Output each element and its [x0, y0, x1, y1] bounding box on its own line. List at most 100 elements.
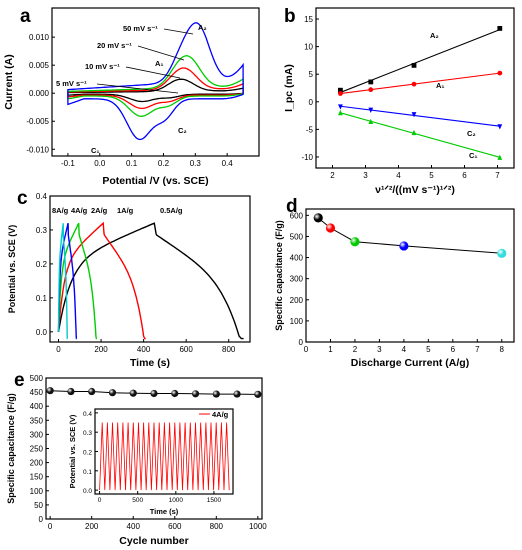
current-density-label: 1A/g	[117, 206, 134, 215]
data-point	[233, 390, 241, 398]
chart-c: c 0 200 400 600 800 0.0 0.1 0.2 0.3 0.4 Time (s) Pot…	[7, 188, 251, 369]
x-tick-label: 800	[210, 522, 224, 531]
x-tick-label: 200	[94, 345, 108, 354]
plot-frame	[315, 7, 515, 169]
y-tick-label: 0.010	[29, 33, 50, 42]
current-density-label: 4A/g	[71, 206, 88, 215]
plot-frame	[49, 195, 251, 343]
x-tick-label: 0.2	[158, 159, 170, 168]
x-tick-label: 5	[426, 345, 431, 354]
current-density-label: 2A/g	[91, 206, 108, 215]
y-tick-label: 400	[30, 402, 44, 411]
x-tick-label: 0.3	[190, 159, 202, 168]
fit-line-2	[340, 105, 500, 127]
y-tick-label: 300	[30, 430, 44, 439]
y-tick-label: 0.1	[36, 294, 48, 303]
x-tick-label: 1000	[249, 522, 267, 531]
x-tick-label: 1000	[169, 497, 184, 504]
series-label: A₂	[430, 31, 439, 40]
data-point	[368, 118, 374, 125]
data-point	[399, 241, 409, 251]
y-tick-label: 0.2	[83, 450, 92, 457]
y-tick-label: 400	[290, 254, 304, 263]
data-point	[129, 389, 137, 397]
plot-frame	[305, 208, 515, 343]
data-point	[338, 87, 343, 93]
x-axis-label: Potential /V (vs. SCE)	[102, 175, 208, 187]
data-point	[313, 213, 323, 223]
x-tick-label: 3	[363, 171, 368, 180]
data-point	[497, 154, 503, 160]
x-tick-label: 4	[396, 171, 401, 180]
y-tick-label: 15	[304, 15, 313, 24]
x-tick-label: 2	[330, 171, 335, 180]
scan-rate-label: 5 mV s⁻¹	[56, 79, 87, 88]
inset-legend-label: 4A/g	[212, 410, 229, 419]
x-tick-label: 6	[462, 171, 467, 180]
plot-frame	[51, 7, 260, 157]
data-point	[411, 112, 417, 118]
chart-e: e 0 200 400 600 800 1000 0 50 100 150 200 250 300 350 4…	[6, 370, 267, 547]
series-label: C₂	[467, 129, 476, 138]
current-density-label: 0.5A/g	[160, 206, 183, 215]
y-axis-label: I_pc (mA)	[283, 64, 295, 112]
x-tick-label: 2	[353, 345, 358, 354]
gcd-curve-4	[57, 223, 68, 340]
y-tick-label: 500	[30, 374, 44, 383]
x-tick-label: 8	[500, 345, 505, 354]
x-axis-label: Cycle number	[119, 535, 188, 547]
fit-line-1	[340, 72, 500, 95]
y-tick-label: 250	[30, 445, 44, 454]
scan-rate-label: 50 mV s⁻¹	[123, 24, 158, 33]
x-tick-label: 400	[137, 345, 151, 354]
series-label: A₁	[436, 81, 445, 90]
x-tick-label: 600	[179, 345, 193, 354]
x-tick-label: 7	[475, 345, 480, 354]
y-tick-label: 0.005	[29, 61, 50, 70]
y-tick-label: 600	[290, 211, 304, 220]
data-point	[325, 223, 336, 233]
y-tick-label: 0	[299, 338, 304, 347]
inset-cycle-curve	[99, 422, 230, 491]
x-tick-label: 0	[304, 345, 309, 354]
data-point	[150, 389, 158, 398]
gcd-curve-0	[57, 222, 244, 340]
y-tick-label: 5	[309, 70, 314, 79]
data-point	[46, 387, 54, 395]
x-axis-label: ν¹ᐟ²/((mV s⁻¹)¹ᐟ²)	[375, 184, 455, 196]
x-tick-label: 0	[48, 522, 53, 531]
x-tick-label: 0.1	[126, 159, 138, 168]
inset-y-axis-label: Potential vs. SCE (V)	[68, 414, 77, 488]
y-axis-label: Potential vs. SCE (V)	[7, 225, 17, 314]
x-tick-label: 400	[127, 522, 141, 531]
y-tick-label: 200	[30, 459, 44, 468]
y-tick-label: 10	[304, 43, 313, 52]
annotation-arrow	[163, 28, 194, 35]
y-tick-label: 450	[30, 388, 44, 397]
y-tick-label: 350	[30, 416, 44, 425]
y-tick-label: 500	[290, 232, 304, 241]
peak-label-C2: C₂	[178, 126, 187, 135]
annotation-arrow	[96, 83, 179, 94]
data-point	[254, 390, 262, 398]
x-tick-label: 1	[328, 345, 333, 354]
y-tick-label: 150	[30, 473, 44, 482]
fit-line-3	[340, 112, 500, 158]
inset-chart: 0 500 1000 1500 0.0 0.1 0.2 0.3 0.4 Time (s) Poten…	[68, 408, 234, 516]
x-tick-label: -0.1	[61, 159, 75, 168]
data-point	[88, 387, 96, 396]
plot-frame	[45, 377, 263, 520]
gcd-curve-1	[57, 221, 146, 340]
data-point	[368, 107, 374, 113]
y-tick-label: 50	[34, 501, 43, 510]
chart-b: b 2 3 4 5 6 7 -10 -5 0 5 10 15 ν¹ᐟ²/((mV s⁻¹)¹ᐟ²) I_pc…	[283, 6, 515, 196]
data-point	[497, 70, 503, 76]
data-point	[108, 389, 117, 397]
x-tick-label: 0.0	[94, 159, 106, 168]
x-tick-label: 6	[451, 345, 456, 354]
y-axis-label: Specific capacitance (F/g)	[6, 393, 16, 504]
y-tick-label: 0	[309, 98, 314, 107]
data-point	[338, 109, 343, 116]
cv-curve-3	[67, 22, 244, 141]
x-tick-label: 1500	[207, 497, 222, 504]
